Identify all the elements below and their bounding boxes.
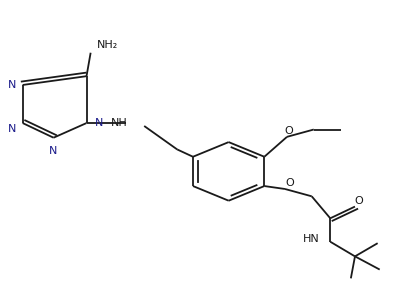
Text: O: O: [285, 126, 293, 136]
Text: N: N: [49, 146, 58, 156]
Text: NH₂: NH₂: [97, 40, 118, 50]
Text: HN: HN: [303, 234, 320, 244]
Text: N: N: [8, 124, 16, 134]
Text: N: N: [8, 80, 16, 90]
Text: O: O: [286, 178, 294, 188]
Text: N: N: [95, 118, 103, 128]
Text: NH: NH: [111, 118, 128, 128]
Text: O: O: [355, 196, 363, 206]
